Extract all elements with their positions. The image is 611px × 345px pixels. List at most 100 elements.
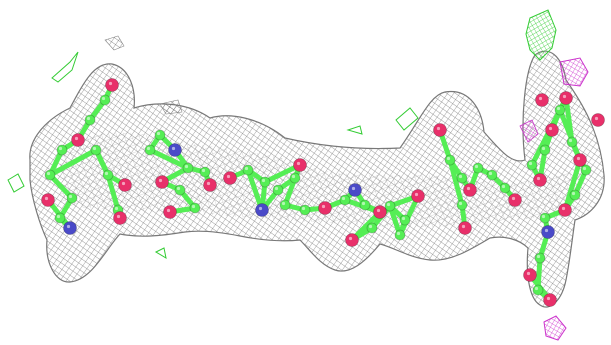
carbon-atom [154,129,166,141]
carbon-atom [84,114,96,126]
atom-highlight [146,146,151,151]
atom-highlight [541,214,546,219]
carbon-atom [526,159,538,171]
oxygen-atom [293,158,307,172]
oxygen-atom [573,153,587,167]
atom-highlight [206,181,211,186]
atom-highlight [201,168,206,173]
carbon-atom [532,284,544,296]
bond-stick [47,172,75,201]
atom-highlight [526,271,531,276]
atom-highlight [171,146,176,151]
carbon-atom [539,144,551,156]
density-mesh-stray-mid [159,99,183,115]
atom-highlight [351,186,356,191]
atom-highlight [274,186,279,191]
carbon-atom [384,200,396,212]
oxygen-atom [71,133,85,147]
carbon-atom [102,169,114,181]
atom-highlight [568,138,573,143]
atom-highlight [74,136,79,141]
carbon-atom [444,154,456,166]
atom-highlight [101,96,106,101]
atom-highlight [576,156,581,161]
atom-highlight [156,131,161,136]
atom-highlight [56,214,61,219]
atom-highlight [501,184,506,189]
nitrogen-atom [255,203,269,217]
atom-highlight [226,174,231,179]
oxygen-atom [41,193,55,207]
density-mesh-stray-top [104,35,125,51]
atom-highlight [258,206,263,211]
carbon-atom [289,172,301,184]
atom-highlight [446,156,451,161]
carbon-atom [486,169,498,181]
oxygen-atom [113,211,127,225]
bond-stick [282,162,303,208]
atom-highlight [114,206,119,211]
nitrogen-atom [168,143,182,157]
atom-highlight [281,201,286,206]
magenta-density-mid [519,119,539,143]
carbon-atom [456,172,468,184]
atom-highlight [92,146,97,151]
atom-highlight [191,204,196,209]
atom-highlight [534,286,539,291]
atom-highlight [321,204,326,209]
atom-highlight [58,146,63,151]
atom-highlight [108,81,113,86]
atom-highlight [458,174,463,179]
atom-highlight [104,171,109,176]
carbon-atom [339,194,351,206]
green-density-topleft [51,51,79,83]
atom-highlight [376,208,381,213]
green-density-lower [154,247,167,260]
bond-stick [447,157,465,208]
atom-highlight [556,106,561,111]
oxygen-atom [559,91,573,105]
oxygen-atom [163,205,177,219]
bond-stick [529,107,563,168]
carbon-atom [242,164,254,176]
atom-highlight [466,186,471,191]
oxygen-atom [533,173,547,187]
carbon-atom [366,222,378,234]
carbon-atom [399,214,411,226]
bond-stick [562,157,583,213]
oxygen-atom [373,205,387,219]
atom-highlight [548,126,553,131]
magenta-density-topright [559,57,589,87]
green-density-small [346,125,363,135]
carbon-atom [554,104,566,116]
atom-highlight [528,161,533,166]
atom-highlight [296,161,301,166]
atom-highlight [536,254,541,259]
ball-and-stick-model [41,78,605,307]
oxygen-atom [535,93,549,107]
oxygen-atom [543,293,557,307]
oxygen-atom [545,123,559,137]
carbon-atom [299,204,311,216]
carbon-atom [174,184,186,196]
carbon-atom [272,184,284,196]
oxygen-atom [345,233,359,247]
carbon-atom [54,212,66,224]
magenta-density-bottom [543,315,567,341]
carbon-atom [580,164,592,176]
oxygen-atom [118,178,132,192]
carbon-atom [199,166,211,178]
atom-highlight [546,296,551,301]
atom-highlight [261,178,266,183]
atom-highlight [488,171,493,176]
atom-highlight [401,216,406,221]
atom-highlight [176,186,181,191]
oxygen-atom [433,123,447,137]
atom-highlight [66,224,71,229]
nitrogen-atom [348,183,362,197]
carbon-atom [499,182,511,194]
oxygen-atom [203,178,217,192]
oxygen-atom [105,78,119,92]
carbon-atom [99,94,111,106]
